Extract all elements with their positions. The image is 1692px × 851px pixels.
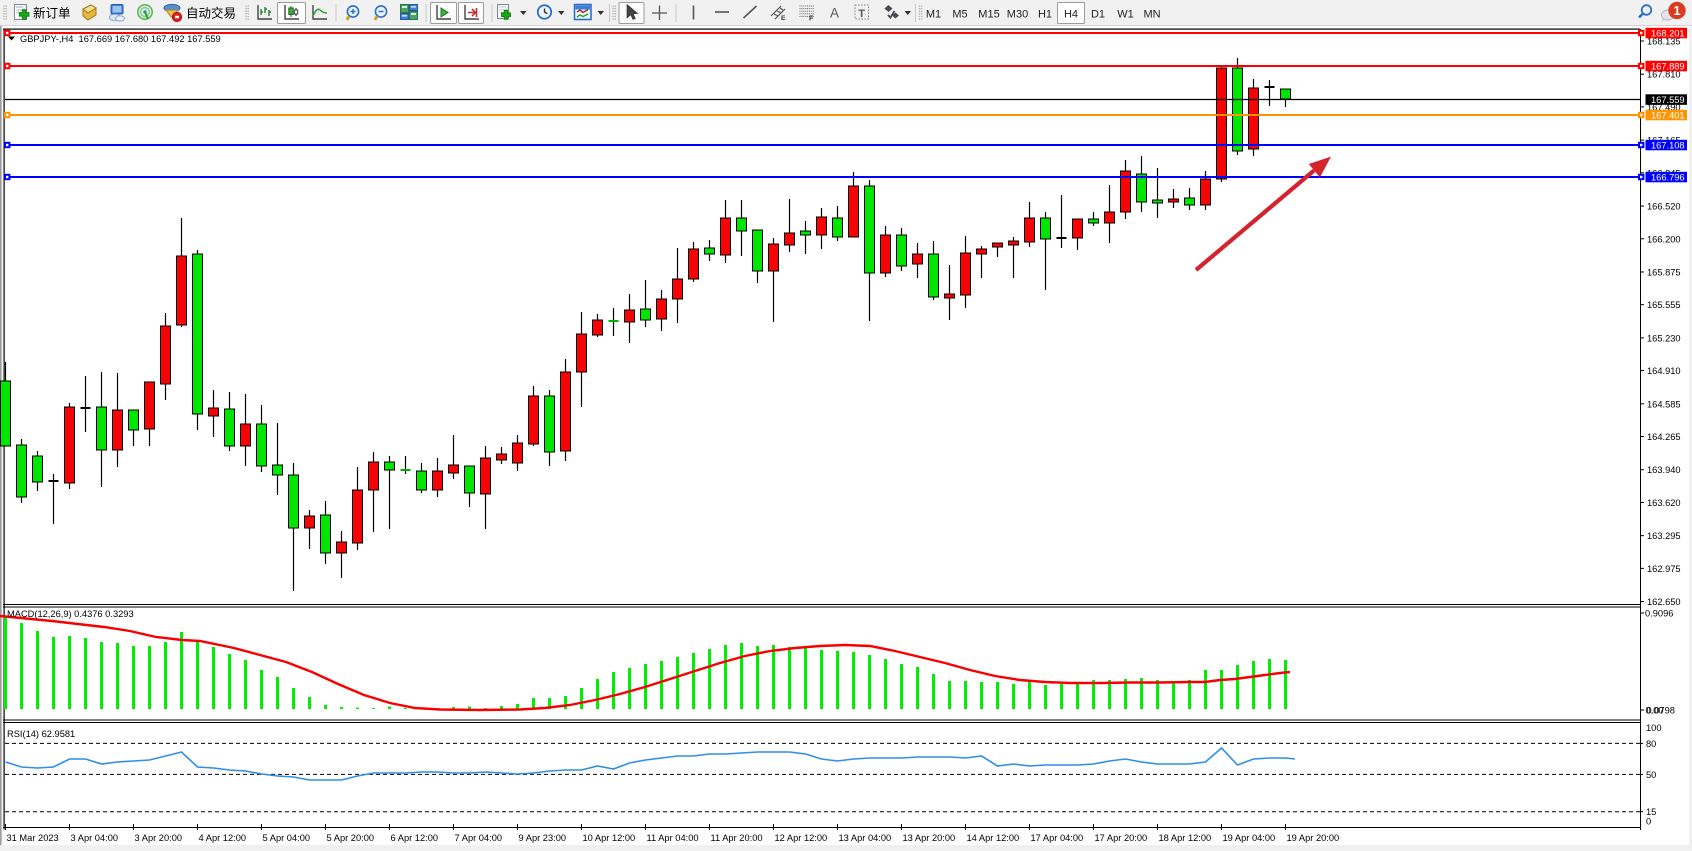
- svg-text:M15: M15: [978, 9, 999, 21]
- svg-text:17 Apr 04:00: 17 Apr 04:00: [1031, 833, 1084, 843]
- svg-text:166.796: 166.796: [1651, 172, 1685, 182]
- svg-text:3 Apr 20:00: 3 Apr 20:00: [135, 833, 183, 843]
- svg-text:H1: H1: [1038, 9, 1052, 21]
- svg-text:D1: D1: [1091, 9, 1105, 21]
- svg-text:165.555: 165.555: [1647, 300, 1681, 310]
- svg-text:100: 100: [1646, 723, 1662, 733]
- svg-text:80: 80: [1646, 739, 1656, 749]
- svg-text:6 Apr 12:00: 6 Apr 12:00: [391, 833, 439, 843]
- svg-text:163.940: 163.940: [1647, 465, 1681, 475]
- svg-text:167.490: 167.490: [1647, 102, 1681, 112]
- svg-text:168.135: 168.135: [1647, 37, 1681, 47]
- svg-text:F: F: [809, 16, 814, 23]
- svg-text:M5: M5: [952, 9, 967, 21]
- svg-text:165.230: 165.230: [1647, 333, 1681, 343]
- svg-text:RSI(14) 62.9581: RSI(14) 62.9581: [7, 729, 75, 739]
- svg-text:新订单: 新订单: [33, 6, 71, 21]
- svg-text:A: A: [830, 6, 839, 21]
- svg-text:167.810: 167.810: [1647, 70, 1681, 80]
- svg-text:167.108: 167.108: [1651, 140, 1685, 150]
- svg-text:164.910: 164.910: [1647, 366, 1681, 376]
- svg-text:19 Apr 20:00: 19 Apr 20:00: [1287, 833, 1340, 843]
- svg-text:167.559: 167.559: [1651, 95, 1685, 105]
- svg-text:166.200: 166.200: [1647, 234, 1681, 244]
- svg-text:10 Apr 12:00: 10 Apr 12:00: [583, 833, 636, 843]
- svg-text:5 Apr 04:00: 5 Apr 04:00: [263, 833, 311, 843]
- svg-text:0.00: 0.00: [1646, 706, 1664, 716]
- svg-text:19 Apr 04:00: 19 Apr 04:00: [1223, 833, 1276, 843]
- svg-text:50: 50: [1646, 770, 1656, 780]
- svg-text:13 Apr 04:00: 13 Apr 04:00: [839, 833, 892, 843]
- svg-text:17 Apr 20:00: 17 Apr 20:00: [1095, 833, 1148, 843]
- svg-text:13 Apr 20:00: 13 Apr 20:00: [903, 833, 956, 843]
- svg-text:164.585: 164.585: [1647, 399, 1681, 409]
- svg-text:163.620: 163.620: [1647, 498, 1681, 508]
- svg-text:MACD(12,26,9) 0.4376 0.3293: MACD(12,26,9) 0.4376 0.3293: [7, 609, 134, 619]
- svg-text:W1: W1: [1117, 9, 1134, 21]
- svg-text:11 Apr 04:00: 11 Apr 04:00: [647, 833, 699, 843]
- svg-text:11 Apr 20:00: 11 Apr 20:00: [711, 833, 763, 843]
- svg-text:9 Apr 23:00: 9 Apr 23:00: [519, 833, 567, 843]
- svg-text:M30: M30: [1007, 9, 1028, 21]
- svg-text:14 Apr 12:00: 14 Apr 12:00: [967, 833, 1020, 843]
- svg-text:18 Apr 12:00: 18 Apr 12:00: [1159, 833, 1212, 843]
- svg-text:162.650: 162.650: [1647, 597, 1681, 607]
- svg-text:163.295: 163.295: [1647, 531, 1681, 541]
- svg-text:T: T: [858, 8, 865, 20]
- svg-text:4 Apr 12:00: 4 Apr 12:00: [199, 833, 247, 843]
- svg-text:MN: MN: [1143, 9, 1160, 21]
- svg-text:165.875: 165.875: [1647, 267, 1681, 277]
- svg-text:162.975: 162.975: [1647, 564, 1681, 574]
- svg-text:GBPJPY-,H4 167.669 167.680 16: GBPJPY-,H4 167.669 167.680 167.492 167.5…: [20, 34, 221, 44]
- svg-text:7 Apr 04:00: 7 Apr 04:00: [455, 833, 503, 843]
- svg-text:164.265: 164.265: [1647, 432, 1681, 442]
- svg-text:0.9096: 0.9096: [1645, 609, 1673, 619]
- svg-text:M1: M1: [926, 9, 941, 21]
- svg-text:12 Apr 12:00: 12 Apr 12:00: [775, 833, 828, 843]
- svg-text:自动交易: 自动交易: [186, 6, 236, 21]
- svg-text:31 Mar 2023: 31 Mar 2023: [7, 833, 59, 843]
- svg-text:5 Apr 20:00: 5 Apr 20:00: [327, 833, 375, 843]
- svg-text:166.520: 166.520: [1647, 202, 1681, 212]
- svg-text:E: E: [781, 15, 786, 22]
- svg-text:3 Apr 04:00: 3 Apr 04:00: [71, 833, 119, 843]
- svg-text:167.401: 167.401: [1651, 110, 1685, 120]
- svg-text:0.0798: 0.0798: [1647, 706, 1675, 716]
- svg-text:168.201: 168.201: [1651, 28, 1685, 38]
- svg-text:H4: H4: [1064, 9, 1078, 21]
- svg-text:1: 1: [1673, 3, 1680, 18]
- svg-text:15: 15: [1646, 807, 1656, 817]
- svg-text:167.889: 167.889: [1651, 61, 1685, 71]
- svg-text:0: 0: [1646, 817, 1651, 827]
